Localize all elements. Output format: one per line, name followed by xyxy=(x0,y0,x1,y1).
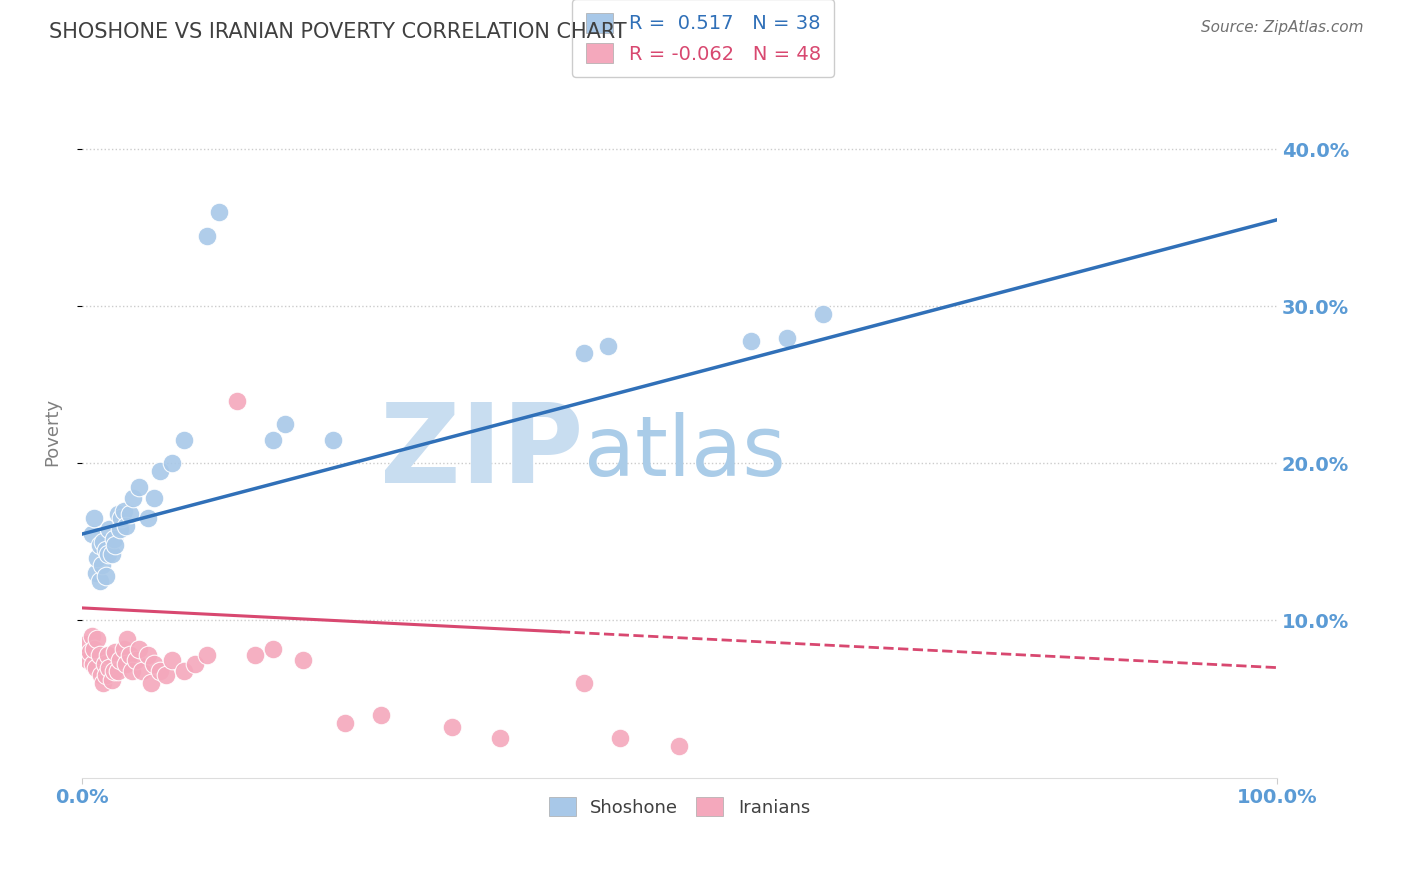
Point xyxy=(136,648,159,662)
Point xyxy=(262,433,284,447)
Point xyxy=(142,657,165,672)
Point xyxy=(107,507,129,521)
Point xyxy=(131,664,153,678)
Point xyxy=(112,503,135,517)
Point xyxy=(84,566,107,581)
Point xyxy=(103,532,125,546)
Point xyxy=(160,653,183,667)
Point xyxy=(97,548,120,562)
Point xyxy=(83,641,105,656)
Point xyxy=(93,676,115,690)
Point xyxy=(262,641,284,656)
Point xyxy=(121,664,143,678)
Point xyxy=(370,707,392,722)
Point xyxy=(173,433,195,447)
Point xyxy=(104,538,127,552)
Point xyxy=(89,538,111,552)
Point xyxy=(197,648,219,662)
Text: Source: ZipAtlas.com: Source: ZipAtlas.com xyxy=(1201,20,1364,35)
Point xyxy=(104,645,127,659)
Point xyxy=(82,657,104,672)
Point xyxy=(86,550,108,565)
Point xyxy=(274,417,297,431)
Point xyxy=(89,574,111,589)
Point xyxy=(115,657,138,672)
Point xyxy=(245,648,267,662)
Point xyxy=(91,558,114,573)
Point xyxy=(103,664,125,678)
Point xyxy=(197,228,219,243)
Text: ZIP: ZIP xyxy=(381,400,583,506)
Point xyxy=(118,648,141,662)
Point xyxy=(93,535,115,549)
Point xyxy=(149,664,172,678)
Point xyxy=(128,480,150,494)
Point xyxy=(110,511,132,525)
Point xyxy=(441,720,464,734)
Point xyxy=(184,657,207,672)
Point xyxy=(128,641,150,656)
Point xyxy=(322,433,344,447)
Point xyxy=(115,519,138,533)
Point xyxy=(118,507,141,521)
Text: atlas: atlas xyxy=(583,412,786,493)
Point xyxy=(108,522,131,536)
Point xyxy=(108,653,131,667)
Point xyxy=(155,668,177,682)
Point xyxy=(93,657,115,672)
Point xyxy=(173,664,195,678)
Point xyxy=(83,511,105,525)
Point xyxy=(122,491,145,505)
Point xyxy=(740,334,762,348)
Point xyxy=(333,715,356,730)
Point xyxy=(141,676,163,690)
Point xyxy=(291,653,314,667)
Point xyxy=(94,569,117,583)
Point xyxy=(79,645,101,659)
Point xyxy=(208,205,231,219)
Point xyxy=(811,307,834,321)
Point xyxy=(112,641,135,656)
Point xyxy=(572,346,595,360)
Point xyxy=(596,338,619,352)
Point xyxy=(98,522,121,536)
Legend: Shoshone, Iranians: Shoshone, Iranians xyxy=(541,790,817,824)
Point xyxy=(77,653,100,667)
Point xyxy=(98,660,121,674)
Point xyxy=(160,456,183,470)
Point xyxy=(125,653,148,667)
Point xyxy=(80,629,103,643)
Point xyxy=(101,673,124,688)
Point xyxy=(776,331,799,345)
Point xyxy=(90,668,112,682)
Point xyxy=(117,632,139,647)
Y-axis label: Poverty: Poverty xyxy=(44,398,60,466)
Text: SHOSHONE VS IRANIAN POVERTY CORRELATION CHART: SHOSHONE VS IRANIAN POVERTY CORRELATION … xyxy=(49,22,627,42)
Point xyxy=(75,637,97,651)
Point xyxy=(89,648,111,662)
Point xyxy=(94,668,117,682)
Point xyxy=(136,511,159,525)
Point xyxy=(84,660,107,674)
Point xyxy=(94,542,117,557)
Point xyxy=(572,676,595,690)
Point xyxy=(97,648,120,662)
Point xyxy=(668,739,690,753)
Point xyxy=(149,464,172,478)
Point xyxy=(609,731,631,746)
Point xyxy=(86,632,108,647)
Point xyxy=(226,393,249,408)
Point xyxy=(107,664,129,678)
Point xyxy=(489,731,512,746)
Point xyxy=(80,527,103,541)
Point xyxy=(101,548,124,562)
Point xyxy=(142,491,165,505)
